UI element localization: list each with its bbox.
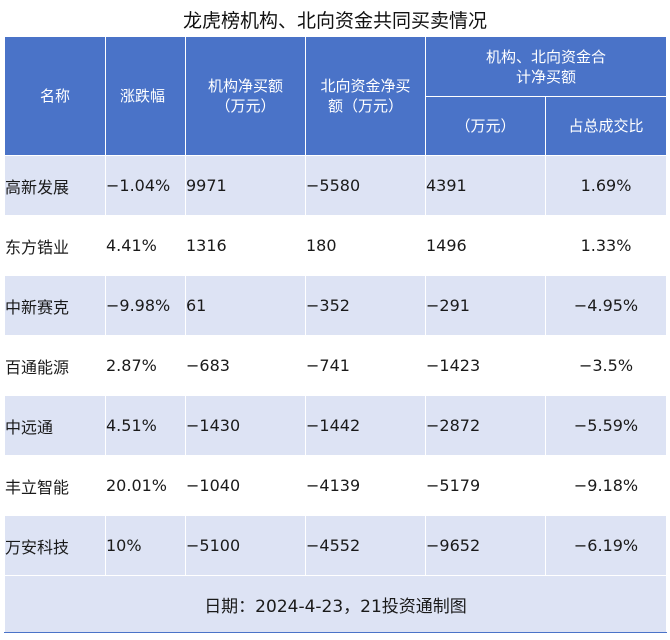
cell-combined-ratio: −3.5% — [544, 335, 668, 396]
cell-north-net: −4139 — [305, 455, 426, 516]
header-name: 名称 — [4, 36, 106, 156]
cell-change: 10% — [105, 515, 186, 576]
cell-inst-net: −1430 — [185, 395, 306, 456]
cell-combined-ratio: 1.33% — [544, 215, 668, 276]
cell-combined-amount: 1496 — [425, 215, 546, 276]
cell-change: 4.51% — [105, 395, 186, 456]
cell-name: 丰立智能 — [4, 455, 106, 516]
cell-north-net: 180 — [305, 215, 426, 276]
cell-combined-amount: 4391 — [425, 155, 546, 216]
cell-north-net: −352 — [305, 275, 426, 336]
cell-inst-net: 1316 — [185, 215, 306, 276]
table-row: 中新赛克 −9.98% 61 −352 −291 −4.95% — [4, 275, 668, 336]
cell-north-net: −4552 — [305, 515, 426, 576]
table-row: 百通能源 2.87% −683 −741 −1423 −3.5% — [4, 335, 668, 396]
cell-change: 20.01% — [105, 455, 186, 516]
cell-inst-net: −5100 — [185, 515, 306, 576]
table-header: 名称 涨跌幅 机构净买额（万元） 北向资金净买额（万元） 机构、北向资金合计净买… — [4, 36, 668, 156]
cell-name: 中远通 — [4, 395, 106, 456]
cell-change: −9.98% — [105, 275, 186, 336]
cell-inst-net: −683 — [185, 335, 306, 396]
cell-combined-amount: −2872 — [425, 395, 546, 456]
cell-change: −1.04% — [105, 155, 186, 216]
header-change: 涨跌幅 — [105, 36, 186, 156]
table-row: 东方锆业 4.41% 1316 180 1496 1.33% — [4, 215, 668, 276]
header-inst-net: 机构净买额（万元） — [185, 36, 306, 156]
cell-north-net: −1442 — [305, 395, 426, 456]
cell-inst-net: 9971 — [185, 155, 306, 216]
cell-inst-net: −1040 — [185, 455, 306, 516]
cell-combined-ratio: −5.59% — [544, 395, 668, 456]
cell-name: 百通能源 — [4, 335, 106, 396]
cell-change: 4.41% — [105, 215, 186, 276]
cell-north-net: −741 — [305, 335, 426, 396]
cell-combined-ratio: −4.95% — [544, 275, 668, 336]
cell-combined-amount: −1423 — [425, 335, 546, 396]
cell-combined-amount: −9652 — [425, 515, 546, 576]
cell-combined-ratio: 1.69% — [544, 155, 668, 216]
cell-combined-amount: −291 — [425, 275, 546, 336]
table-row: 丰立智能 20.01% −1040 −4139 −5179 −9.18% — [4, 455, 668, 516]
table-row: 高新发展 −1.04% 9971 −5580 4391 1.69% — [4, 155, 668, 216]
cell-combined-ratio: −9.18% — [544, 455, 668, 516]
cell-name: 万安科技 — [4, 515, 106, 576]
cell-north-net: −5580 — [305, 155, 426, 216]
cell-inst-net: 61 — [185, 275, 306, 336]
table-row: 中远通 4.51% −1430 −1442 −2872 −5.59% — [4, 395, 668, 456]
cell-name: 中新赛克 — [4, 275, 106, 336]
data-table: 名称 涨跌幅 机构净买额（万元） 北向资金净买额（万元） 机构、北向资金合计净买… — [3, 36, 668, 633]
cell-combined-ratio: −6.19% — [544, 515, 668, 576]
header-north-net: 北向资金净买额（万元） — [305, 36, 426, 156]
header-combined-ratio: 占总成交比 — [544, 96, 668, 156]
table-title: 龙虎榜机构、北向资金共同买卖情况 — [182, 10, 487, 32]
cell-name: 高新发展 — [4, 155, 106, 216]
table-row: 万安科技 10% −5100 −4552 −9652 −6.19% — [4, 515, 668, 576]
footer-caption: 日期：2024-4-23，21投资通制图 — [3, 575, 668, 633]
cell-combined-amount: −5179 — [425, 455, 546, 516]
cell-name: 东方锆业 — [4, 215, 106, 276]
header-combined: 机构、北向资金合计净买额 — [424, 36, 668, 97]
header-combined-amount: （万元） — [425, 96, 546, 156]
table-body: 高新发展 −1.04% 9971 −5580 4391 1.69% 东方锆业 4.41% 131… — [4, 155, 668, 576]
cell-change: 2.87% — [105, 335, 186, 396]
